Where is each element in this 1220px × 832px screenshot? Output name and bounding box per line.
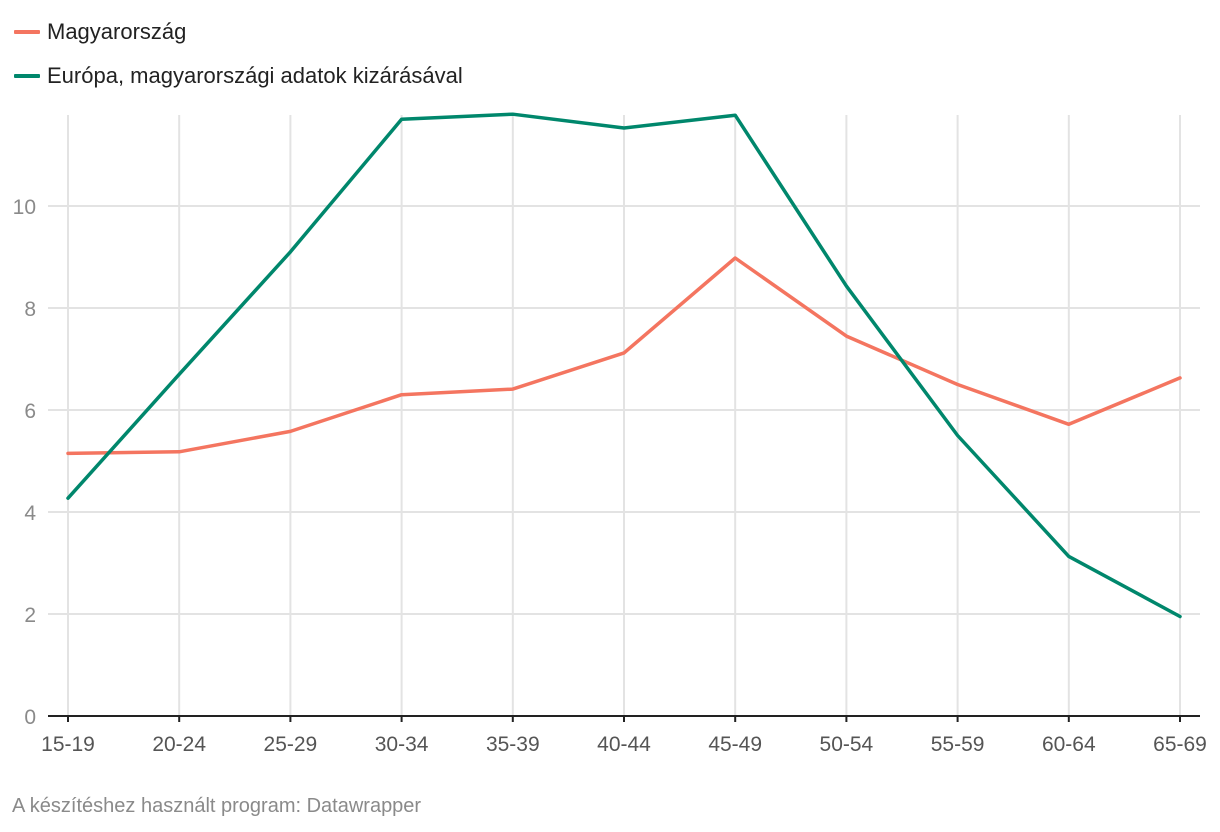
y-tick-label: 2 — [24, 604, 36, 627]
y-tick-label: 10 — [13, 196, 36, 219]
legend-label-hungary: Magyarország — [47, 19, 187, 44]
axes: 0 2 4 6 8 10 15-19 20-24 25-29 30-34 35-39 40-44 45-… — [13, 196, 1207, 756]
series-lines — [66, 112, 1182, 619]
line-chart: 0 2 4 6 8 10 15-19 20-24 25-29 30-34 35-39 40-44 45-… — [13, 112, 1207, 756]
legend-swatch-europe — [14, 74, 40, 78]
x-tick-label: 55-59 — [931, 733, 985, 756]
x-tick-label: 20-24 — [152, 733, 206, 756]
x-tick-label: 30-34 — [375, 733, 429, 756]
legend-item-europe: Európa, magyarországi adatok kizárásával — [14, 54, 463, 98]
x-tick-label: 50-54 — [820, 733, 874, 756]
y-tick-label: 8 — [24, 298, 36, 321]
x-tick-label: 40-44 — [597, 733, 651, 756]
legend-label-europe: Európa, magyarországi adatok kizárásával — [47, 63, 463, 88]
source-note: A készítéshez használt program: Datawrap… — [12, 795, 422, 817]
gridlines — [48, 115, 1200, 716]
series-line-europe — [66, 112, 1182, 619]
x-tick-label: 45-49 — [708, 733, 762, 756]
legend-item-hungary: Magyarország — [14, 10, 463, 54]
y-tick-label: 4 — [24, 502, 36, 525]
x-tick-label: 15-19 — [41, 733, 95, 756]
series-line-hungary — [66, 256, 1182, 456]
y-tick-label: 0 — [24, 706, 36, 729]
x-tick-label: 35-39 — [486, 733, 540, 756]
legend-swatch-hungary — [14, 30, 40, 34]
legend: Magyarország Európa, magyarországi adato… — [14, 10, 463, 98]
y-tick-label: 6 — [24, 400, 36, 423]
x-tick-label: 25-29 — [264, 733, 318, 756]
x-tick-label: 60-64 — [1042, 733, 1096, 756]
x-tick-label: 65-69 — [1153, 733, 1207, 756]
